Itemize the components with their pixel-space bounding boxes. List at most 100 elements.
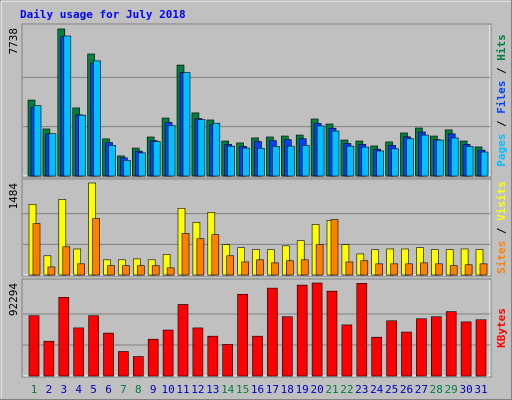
bar — [212, 122, 221, 177]
legend-separator: / — [495, 114, 508, 134]
bar — [296, 240, 305, 276]
bar — [133, 356, 144, 377]
legend: Sites / Visits — [495, 181, 508, 274]
bar — [326, 290, 338, 377]
x-tick-label: 24 — [370, 383, 384, 396]
bar — [479, 263, 488, 276]
bar — [237, 247, 245, 276]
bar — [242, 147, 250, 177]
bar — [162, 254, 171, 276]
bar — [181, 233, 190, 276]
bar — [331, 130, 340, 177]
bar — [256, 259, 264, 276]
bar — [386, 248, 394, 276]
bar — [241, 261, 249, 276]
bar — [376, 150, 385, 177]
x-tick-label: 31 — [474, 383, 487, 396]
bar — [285, 260, 294, 276]
bar — [237, 293, 248, 377]
bar — [430, 249, 439, 276]
bar — [252, 335, 263, 377]
x-tick-label: 21 — [325, 383, 338, 396]
x-tick-label: 2 — [46, 383, 53, 396]
x-tick-label: 20 — [310, 383, 323, 396]
bar — [92, 218, 100, 276]
bar — [162, 329, 174, 377]
x-tick-label: 1 — [31, 383, 38, 396]
bar — [401, 248, 409, 276]
bar — [475, 319, 487, 377]
bar — [167, 125, 176, 177]
bar — [43, 340, 55, 377]
bar — [345, 261, 354, 276]
bar — [346, 145, 355, 177]
x-tick-label: 12 — [191, 383, 204, 396]
bar — [475, 249, 484, 276]
x-tick-label: 22 — [340, 383, 353, 396]
x-tick-label: 28 — [430, 383, 443, 396]
bar — [371, 336, 383, 377]
bar — [281, 245, 290, 276]
bar — [63, 35, 72, 177]
legend-entry: Visits — [495, 181, 508, 221]
bar — [77, 263, 85, 276]
bar — [78, 114, 86, 177]
bar — [207, 335, 219, 377]
bar — [464, 264, 473, 276]
bar — [445, 249, 454, 276]
bar — [460, 321, 472, 377]
bar — [356, 282, 368, 377]
x-tick-label: 7 — [120, 383, 127, 396]
bar — [430, 316, 442, 377]
bar — [272, 146, 280, 177]
bar — [147, 338, 159, 377]
bar — [227, 145, 235, 177]
x-tick-label: 19 — [296, 383, 309, 396]
x-tick-label: 27 — [415, 383, 428, 396]
bar — [28, 315, 40, 377]
x-tick-label: 30 — [459, 383, 472, 396]
bar — [152, 141, 161, 177]
bar — [62, 246, 71, 276]
legend-entry: KBytes — [495, 308, 508, 348]
x-tick-label: 10 — [161, 383, 174, 396]
bar — [58, 199, 67, 276]
bar — [416, 247, 424, 276]
bar — [226, 255, 234, 276]
x-tick-label: 9 — [150, 383, 157, 396]
bar — [315, 244, 324, 276]
legend-entry: Pages — [495, 134, 508, 167]
bar — [33, 105, 42, 177]
bar — [88, 315, 99, 377]
bar — [391, 148, 399, 177]
bar — [300, 259, 309, 276]
bar — [296, 284, 308, 377]
legend-entry: Sites — [495, 241, 508, 274]
x-tick-label: 5 — [90, 383, 97, 396]
chart-title: Daily usage for July 2018 — [20, 8, 186, 21]
x-tick-label: 13 — [206, 383, 219, 396]
legend: Pages / Files / Hits — [495, 34, 508, 167]
bar — [341, 244, 350, 276]
legend-separator: / — [495, 61, 508, 81]
bar — [421, 134, 429, 177]
bar — [460, 248, 469, 276]
bar — [108, 145, 116, 177]
bar — [371, 249, 380, 276]
bar — [375, 263, 384, 276]
x-tick-label: 14 — [221, 383, 235, 396]
bar — [465, 146, 474, 177]
bar — [434, 263, 443, 276]
bar — [211, 234, 220, 276]
bar — [47, 266, 56, 276]
x-tick-label: 29 — [445, 383, 458, 396]
bar — [286, 145, 295, 177]
bar — [316, 125, 325, 177]
bar — [58, 297, 70, 377]
bar — [166, 267, 175, 276]
bar — [450, 137, 459, 177]
bar — [103, 332, 114, 377]
y-tick-label: 1484 — [7, 183, 20, 210]
bar — [406, 138, 414, 177]
legend-entry: Hits — [495, 34, 508, 61]
